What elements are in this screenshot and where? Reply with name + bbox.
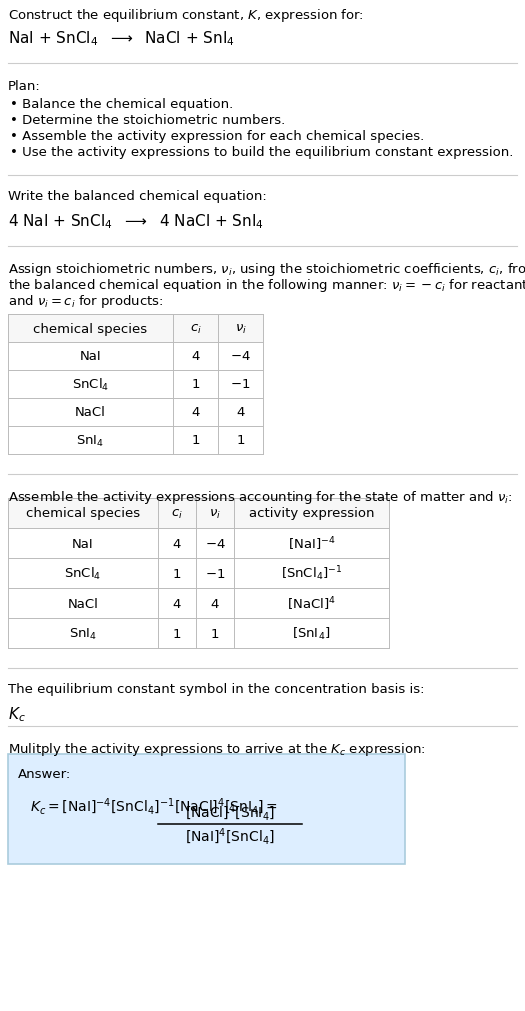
Text: 1: 1 [191,378,200,391]
Text: $[\mathrm{SnCl_4}]^{-1}$: $[\mathrm{SnCl_4}]^{-1}$ [281,564,342,582]
Bar [8,371,263,398]
Text: Construct the equilibrium constant, $K$, expression for:: Construct the equilibrium constant, $K$,… [8,7,364,24]
Text: $[\mathrm{NaI}]^{-4}$: $[\mathrm{NaI}]^{-4}$ [288,535,335,552]
Text: SnCl$_4$: SnCl$_4$ [65,565,102,581]
Text: $[\mathrm{NaCl}]^{4}[\mathrm{SnI_4}]$: $[\mathrm{NaCl}]^{4}[\mathrm{SnI_4}]$ [185,802,275,822]
Text: 1: 1 [211,627,219,640]
Text: Assemble the activity expressions accounting for the state of matter and $\nu_i$: Assemble the activity expressions accoun… [8,488,513,506]
Text: $c_i$: $c_i$ [171,507,183,520]
Bar [8,754,405,864]
Text: NaCl: NaCl [75,406,106,420]
Text: $c_i$: $c_i$ [190,323,202,336]
Bar [8,558,389,588]
Text: $[\mathrm{SnI_4}]$: $[\mathrm{SnI_4}]$ [292,626,331,641]
Bar [8,314,263,343]
Bar [8,498,389,529]
Text: chemical species: chemical species [34,323,148,336]
Text: SnI$_4$: SnI$_4$ [69,626,97,641]
Text: $-4$: $-4$ [230,350,251,363]
Text: 4: 4 [191,406,200,420]
Text: • Assemble the activity expression for each chemical species.: • Assemble the activity expression for e… [10,129,424,143]
Text: • Balance the chemical equation.: • Balance the chemical equation. [10,98,233,111]
Text: 1: 1 [173,567,181,580]
Text: the balanced chemical equation in the following manner: $\nu_i = -c_i$ for react: the balanced chemical equation in the fo… [8,277,525,294]
Bar [8,343,263,371]
Text: $-4$: $-4$ [205,537,225,550]
Text: $-1$: $-1$ [205,567,225,580]
Text: • Determine the stoichiometric numbers.: • Determine the stoichiometric numbers. [10,114,285,126]
Text: $K_c = [\mathrm{NaI}]^{-4}[\mathrm{SnCl_4}]^{-1}[\mathrm{NaCl}]^{4}[\mathrm{SnI_: $K_c = [\mathrm{NaI}]^{-4}[\mathrm{SnCl_… [30,797,278,817]
Text: Mulitply the activity expressions to arrive at the $K_c$ expression:: Mulitply the activity expressions to arr… [8,740,426,757]
Text: Write the balanced chemical equation:: Write the balanced chemical equation: [8,190,267,203]
Text: 4 NaI + SnCl$_4$  $\longrightarrow$  4 NaCl + SnI$_4$: 4 NaI + SnCl$_4$ $\longrightarrow$ 4 NaC… [8,211,264,231]
Bar [8,398,263,427]
Text: NaI: NaI [72,537,94,550]
Text: 4: 4 [191,350,200,363]
Text: 4: 4 [211,596,219,610]
Text: 4: 4 [236,406,245,420]
Text: NaI + SnCl$_4$  $\longrightarrow$  NaCl + SnI$_4$: NaI + SnCl$_4$ $\longrightarrow$ NaCl + … [8,29,235,48]
Text: $[\mathrm{NaI}]^{4}[\mathrm{SnCl_4}]$: $[\mathrm{NaI}]^{4}[\mathrm{SnCl_4}]$ [185,826,275,846]
Bar [8,619,389,648]
Text: activity expression: activity expression [249,507,374,520]
Text: The equilibrium constant symbol in the concentration basis is:: The equilibrium constant symbol in the c… [8,682,425,696]
Text: • Use the activity expressions to build the equilibrium constant expression.: • Use the activity expressions to build … [10,146,513,159]
Text: 4: 4 [173,596,181,610]
Text: 1: 1 [173,627,181,640]
Text: 1: 1 [236,434,245,447]
Text: $K_c$: $K_c$ [8,705,26,723]
Text: $[\mathrm{NaCl}]^{4}$: $[\mathrm{NaCl}]^{4}$ [287,594,336,613]
Bar [8,427,263,455]
Text: SnI$_4$: SnI$_4$ [77,433,104,448]
Text: NaCl: NaCl [68,596,99,610]
Text: NaI: NaI [80,350,101,363]
Text: chemical species: chemical species [26,507,140,520]
Text: and $\nu_i = c_i$ for products:: and $\nu_i = c_i$ for products: [8,293,164,309]
Text: $\nu_i$: $\nu_i$ [209,507,221,520]
Text: $-1$: $-1$ [230,378,250,391]
Text: Plan:: Plan: [8,80,41,93]
Text: 4: 4 [173,537,181,550]
Text: $\nu_i$: $\nu_i$ [235,323,246,336]
Text: Answer:: Answer: [18,767,71,780]
Bar [8,588,389,619]
Text: Assign stoichiometric numbers, $\nu_i$, using the stoichiometric coefficients, $: Assign stoichiometric numbers, $\nu_i$, … [8,261,525,278]
Text: 1: 1 [191,434,200,447]
Text: SnCl$_4$: SnCl$_4$ [72,376,109,392]
Bar [8,529,389,558]
